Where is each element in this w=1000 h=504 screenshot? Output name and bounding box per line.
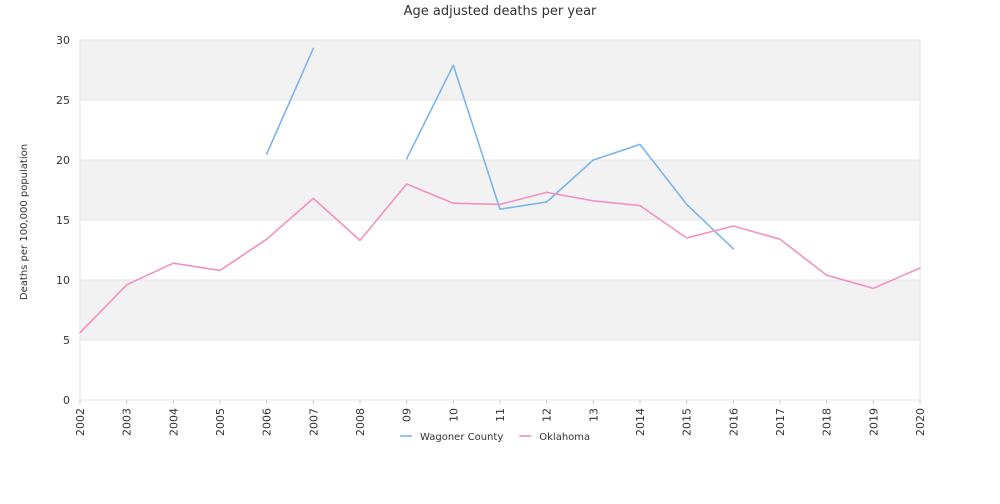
x-tick-label: 10 bbox=[447, 408, 460, 422]
y-tick-label: 25 bbox=[56, 94, 70, 107]
legend-label-wagoner-county: Wagoner County bbox=[420, 432, 503, 443]
legend-label-oklahoma: Oklahoma bbox=[539, 432, 590, 443]
x-tick-label: 2020 bbox=[914, 408, 927, 436]
x-tick-label: 2015 bbox=[681, 408, 694, 436]
x-axis-ticks: 2002 2003 2004 2005 2006 2007 2008 09 10 11 12 13 20… bbox=[74, 400, 927, 436]
series-line-segment bbox=[79, 183, 921, 334]
series-line-segment bbox=[405, 64, 735, 250]
series-oklahoma bbox=[79, 183, 921, 334]
x-tick-label: 2002 bbox=[74, 408, 87, 436]
x-tick-label: 2019 bbox=[867, 408, 880, 436]
x-tick-label: 2004 bbox=[167, 408, 180, 436]
plot-band bbox=[80, 280, 920, 340]
y-axis-label: Deaths per 100,000 population bbox=[19, 144, 30, 300]
x-tick-label: 12 bbox=[541, 408, 554, 422]
y-tick-label: 0 bbox=[63, 394, 70, 407]
grid-lines bbox=[79, 39, 921, 401]
x-tick-label: 2005 bbox=[214, 408, 227, 436]
plot-band bbox=[80, 160, 920, 220]
x-tick-label: 2016 bbox=[727, 408, 740, 436]
x-tick-label: 2018 bbox=[821, 408, 834, 436]
x-tick-label: 09 bbox=[401, 408, 414, 422]
y-tick-label: 15 bbox=[56, 214, 70, 227]
series-layer bbox=[79, 47, 921, 334]
y-axis-ticks: 0 5 10 15 20 25 30 bbox=[56, 34, 70, 407]
series-line-segment bbox=[265, 47, 315, 155]
x-tick-label: 2014 bbox=[634, 408, 647, 436]
y-tick-label: 10 bbox=[56, 274, 70, 287]
x-tick-label: 13 bbox=[587, 408, 600, 422]
plot-bands bbox=[80, 40, 920, 340]
y-tick-label: 30 bbox=[56, 34, 70, 47]
x-tick-label: 2017 bbox=[774, 408, 787, 436]
x-tick-label: 2007 bbox=[307, 408, 320, 436]
y-tick-label: 20 bbox=[56, 154, 70, 167]
x-tick-label: 11 bbox=[494, 408, 507, 422]
y-tick-label: 5 bbox=[63, 334, 70, 347]
x-tick-label: 2008 bbox=[354, 408, 367, 436]
chart-title: Age adjusted deaths per year bbox=[404, 4, 597, 19]
series-wagoner-county bbox=[265, 47, 735, 250]
x-tick-label: 2003 bbox=[121, 408, 134, 436]
x-tick-label: 2006 bbox=[261, 408, 274, 436]
legend: Wagoner County Oklahoma bbox=[400, 432, 590, 443]
plot-band bbox=[80, 40, 920, 100]
